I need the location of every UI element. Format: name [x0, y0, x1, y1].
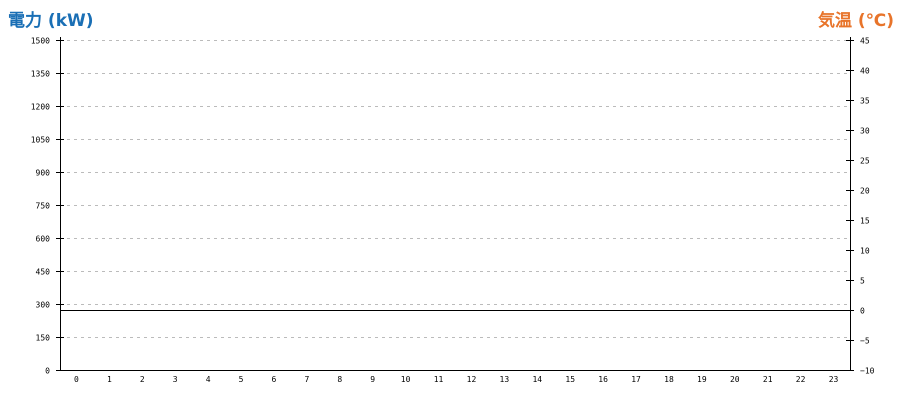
x-tick-label: 20: [730, 375, 740, 384]
left-axis-title: 電力 (kW): [8, 11, 94, 31]
x-tick-label: 23: [829, 375, 839, 384]
right-tick-label: 30: [860, 127, 870, 136]
right-tick-label: 15: [860, 217, 870, 226]
x-tick-label: 13: [500, 375, 510, 384]
left-tick-label: 1050: [31, 136, 50, 145]
left-tick-label: 1350: [31, 70, 50, 79]
left-tick-label: 900: [36, 169, 51, 178]
x-tick-label: 3: [173, 375, 178, 384]
right-tick-label: 10: [860, 247, 870, 256]
x-tick-label: 5: [239, 375, 244, 384]
x-tick-label: 10: [401, 375, 411, 384]
x-tick-label: 21: [763, 375, 773, 384]
left-tick-label: 1200: [31, 103, 50, 112]
x-tick-label: 8: [337, 375, 342, 384]
left-tick-label: 450: [36, 268, 51, 277]
left-tick-label: 150: [36, 334, 51, 343]
x-tick-label: 16: [598, 375, 608, 384]
x-tick-label: 12: [467, 375, 477, 384]
x-tick-label: 19: [697, 375, 707, 384]
right-tick-label: 45: [860, 37, 870, 46]
x-tick-label: 18: [664, 375, 674, 384]
x-tick-label: 2: [140, 375, 145, 384]
left-tick-label: 1500: [31, 37, 50, 46]
left-tick-label: 300: [36, 301, 51, 310]
x-tick-label: 11: [434, 375, 444, 384]
x-tick-label: 17: [631, 375, 641, 384]
x-tick-label: 14: [532, 375, 542, 384]
right-axis-title: 気温 (℃): [817, 11, 894, 31]
right-tick-label: −5: [860, 337, 870, 346]
right-tick-label: 35: [860, 97, 870, 106]
x-tick-label: 0: [74, 375, 79, 384]
right-tick-label: −10: [860, 367, 875, 376]
left-tick-label: 750: [36, 202, 51, 211]
right-tick-label: 0: [860, 307, 865, 316]
right-tick-label: 25: [860, 157, 870, 166]
left-tick-label: 0: [45, 367, 50, 376]
x-tick-label: 22: [796, 375, 806, 384]
x-tick-label: 15: [565, 375, 575, 384]
right-tick-label: 20: [860, 187, 870, 196]
left-tick-label: 600: [36, 235, 51, 244]
right-tick-label: 5: [860, 277, 865, 286]
x-tick-label: 9: [370, 375, 375, 384]
right-tick-label: 40: [860, 67, 870, 76]
x-tick-label: 7: [304, 375, 309, 384]
x-tick-label: 4: [206, 375, 211, 384]
x-tick-label: 1: [107, 375, 112, 384]
x-tick-label: 6: [272, 375, 277, 384]
